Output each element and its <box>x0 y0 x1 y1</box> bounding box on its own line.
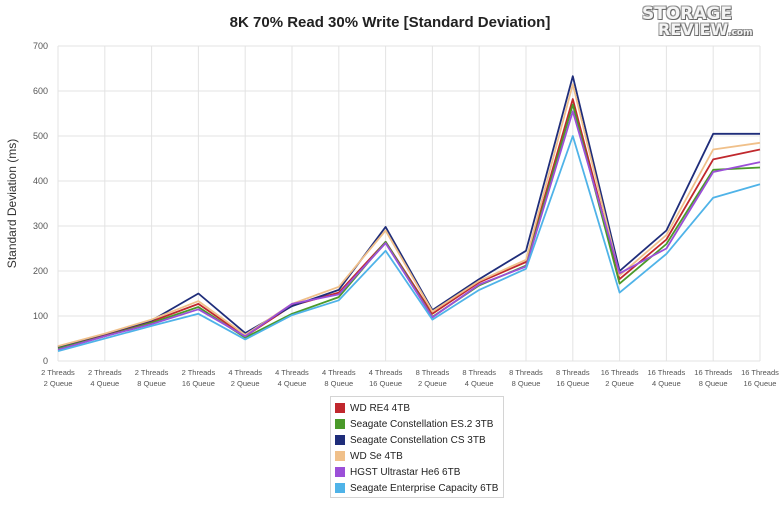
y-tick-label: 500 <box>33 131 48 141</box>
line-chart: 0 100 200 300 400 500 600 700 2 Threads 2 Queue 2 … <box>5 41 779 388</box>
x-tick-label: 2 Threads 16 Queue <box>182 368 216 388</box>
x-tick-label: 16 Threads 4 Queue <box>647 368 685 388</box>
y-tick-label: 100 <box>33 311 48 321</box>
legend-item: Seagate Constellation ES.2 3TB <box>335 416 499 432</box>
storagereview-logo: STORAGE REVIEW.com <box>636 4 770 40</box>
x-tick-label: 4 Threads 4 Queue <box>275 368 309 388</box>
legend-label: Seagate Constellation CS 3TB <box>350 434 486 446</box>
y-tick-label: 600 <box>33 86 48 96</box>
legend-swatch <box>335 467 345 477</box>
x-tick-label: 4 Threads 16 Queue <box>369 368 403 388</box>
y-tick-label: 400 <box>33 176 48 186</box>
legend-swatch <box>335 451 345 461</box>
y-tick-label: 700 <box>33 41 48 51</box>
x-tick-label: 8 Threads 16 Queue <box>556 368 590 388</box>
x-tick-label: 8 Threads 2 Queue <box>416 368 450 388</box>
legend-label: WD Se 4TB <box>350 450 403 462</box>
series-line-3 <box>57 75 760 348</box>
x-tick-label: 2 Threads 8 Queue <box>135 368 169 388</box>
legend-label: Seagate Enterprise Capacity 6TB <box>350 482 499 494</box>
logo-text-line2: REVIEW.com <box>658 20 753 39</box>
legend-label: Seagate Constellation ES.2 3TB <box>350 418 494 430</box>
x-tick-label: 16 Threads 8 Queue <box>694 368 732 388</box>
series-line-4 <box>57 83 761 347</box>
y-axis-label: Standard Deviation (ms) <box>5 139 19 268</box>
logo-text-line1: STORAGE <box>642 4 733 24</box>
chart-title: 8K 70% Read 30% Write [Standard Deviatio… <box>229 14 551 31</box>
legend-swatch <box>335 419 345 429</box>
x-tick-label: 16 Threads 16 Queue <box>741 368 779 388</box>
series-line-6 <box>57 135 761 352</box>
y-tick-label: 300 <box>33 221 48 231</box>
x-tick-label: 2 Threads 2 Queue <box>41 368 75 388</box>
legend-item: Seagate Constellation CS 3TB <box>335 432 499 448</box>
x-tick-label: 4 Threads 2 Queue <box>228 368 262 388</box>
legend-item: Seagate Enterprise Capacity 6TB <box>335 480 499 496</box>
legend-swatch <box>335 403 345 413</box>
y-tick-label: 0 <box>43 356 48 366</box>
chart-legend: WD RE4 4TB Seagate Constellation ES.2 3TB… <box>330 396 504 498</box>
series-line-5 <box>57 110 761 351</box>
legend-swatch <box>335 435 345 445</box>
legend-item: HGST Ultrastar He6 6TB <box>335 464 499 480</box>
legend-swatch <box>335 483 345 493</box>
x-tick-label: 16 Threads 2 Queue <box>601 368 639 388</box>
y-tick-label: 200 <box>33 266 48 276</box>
x-tick-label: 8 Threads 8 Queue <box>509 368 543 388</box>
x-tick-label: 8 Threads 4 Queue <box>462 368 496 388</box>
legend-item: WD RE4 4TB <box>335 400 499 416</box>
legend-label: HGST Ultrastar He6 6TB <box>350 466 461 478</box>
legend-label: WD RE4 4TB <box>350 402 411 414</box>
legend-item: WD Se 4TB <box>335 448 499 464</box>
x-tick-label: 4 Threads 8 Queue <box>322 368 356 388</box>
x-tick-label: 2 Threads 4 Queue <box>88 368 122 388</box>
